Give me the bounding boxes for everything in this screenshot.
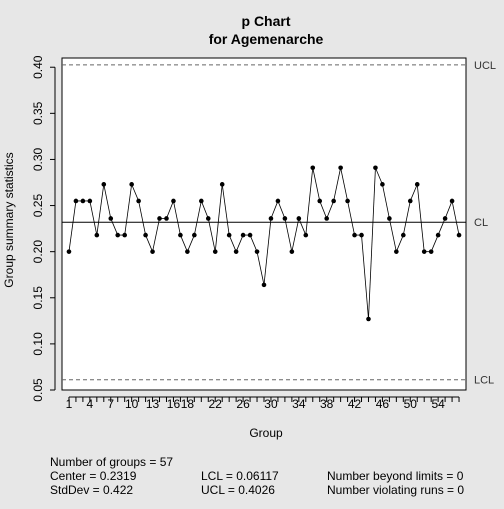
x-tick-label: 4 bbox=[87, 397, 94, 411]
data-point bbox=[143, 233, 148, 238]
data-point bbox=[129, 182, 134, 187]
data-point bbox=[115, 233, 120, 238]
data-point bbox=[157, 216, 162, 221]
data-point bbox=[408, 199, 413, 204]
y-tick-label: 0.05 bbox=[31, 378, 45, 402]
data-point bbox=[317, 199, 322, 204]
data-point bbox=[185, 249, 190, 254]
data-point bbox=[95, 233, 100, 238]
y-tick-label: 0.10 bbox=[31, 332, 45, 356]
stat-center: Center = 0.2319 bbox=[50, 470, 136, 483]
data-point bbox=[422, 249, 427, 254]
lcl-label: LCL bbox=[474, 375, 494, 387]
x-tick-label: 50 bbox=[404, 397, 418, 411]
chart-subtitle: for Agemenarche bbox=[209, 31, 324, 47]
data-point bbox=[136, 199, 141, 204]
stat-beyond-limits: Number beyond limits = 0 bbox=[327, 470, 463, 483]
data-point bbox=[415, 182, 420, 187]
x-tick-label: 10 bbox=[125, 397, 139, 411]
data-point bbox=[394, 249, 399, 254]
x-tick-label: 1 bbox=[66, 397, 73, 411]
x-tick-label: 13 bbox=[146, 397, 160, 411]
data-point bbox=[88, 199, 93, 204]
data-point bbox=[297, 216, 302, 221]
data-point bbox=[345, 199, 350, 204]
ucl-label: UCL bbox=[474, 60, 496, 72]
data-point bbox=[450, 199, 455, 204]
data-point bbox=[199, 199, 204, 204]
y-tick-label: 0.15 bbox=[31, 286, 45, 310]
data-point bbox=[171, 199, 176, 204]
data-point bbox=[457, 233, 462, 238]
stat-lcl: LCL = 0.06117 bbox=[201, 470, 279, 483]
data-point bbox=[122, 233, 127, 238]
x-tick-label: 18 bbox=[181, 397, 195, 411]
y-tick-label: 0.20 bbox=[31, 240, 45, 264]
stat-stddev: StdDev = 0.422 bbox=[50, 484, 133, 497]
data-point bbox=[234, 249, 239, 254]
data-point bbox=[220, 182, 225, 187]
data-point bbox=[331, 199, 336, 204]
y-axis-label: Group summary statistics bbox=[2, 152, 16, 287]
x-tick-label: 16 bbox=[167, 397, 181, 411]
y-axis: 0.05 0.10 0.15 0.20 0.25 0.30 0.35 0.40 bbox=[31, 55, 55, 401]
x-tick-label: 34 bbox=[292, 397, 306, 411]
x-axis: 1 4 7 10 13 16 18 22 26 30 34 38 42 46 50 54 bbox=[66, 397, 459, 411]
stat-violating-runs: Number violating runs = 0 bbox=[327, 484, 464, 497]
data-point bbox=[359, 233, 364, 238]
data-point bbox=[67, 249, 72, 254]
data-point bbox=[387, 216, 392, 221]
data-point bbox=[401, 233, 406, 238]
data-point bbox=[429, 249, 434, 254]
data-point bbox=[81, 199, 86, 204]
data-point bbox=[213, 249, 218, 254]
y-tick-label: 0.30 bbox=[31, 147, 45, 171]
x-tick-label: 7 bbox=[107, 397, 114, 411]
data-point bbox=[164, 216, 169, 221]
data-point bbox=[101, 182, 106, 187]
data-point bbox=[192, 233, 197, 238]
data-point bbox=[290, 249, 295, 254]
x-tick-label: 54 bbox=[431, 397, 445, 411]
x-tick-label: 38 bbox=[320, 397, 334, 411]
data-point bbox=[178, 233, 183, 238]
data-point bbox=[338, 165, 343, 170]
data-point bbox=[150, 249, 155, 254]
x-tick-label: 30 bbox=[264, 397, 278, 411]
data-point bbox=[324, 216, 329, 221]
data-point bbox=[241, 233, 246, 238]
data-point bbox=[366, 317, 371, 322]
x-tick-label: 22 bbox=[209, 397, 223, 411]
data-point bbox=[436, 233, 441, 238]
y-tick-label: 0.40 bbox=[31, 55, 45, 79]
data-point bbox=[276, 199, 281, 204]
data-point bbox=[248, 233, 253, 238]
data-point bbox=[380, 182, 385, 187]
x-tick-label: 26 bbox=[236, 397, 250, 411]
x-tick-label: 46 bbox=[376, 397, 390, 411]
data-point bbox=[352, 233, 357, 238]
data-point bbox=[74, 199, 79, 204]
data-point bbox=[108, 216, 113, 221]
y-tick-label: 0.35 bbox=[31, 101, 45, 125]
data-point bbox=[255, 249, 260, 254]
data-point bbox=[227, 233, 232, 238]
x-tick-label: 42 bbox=[348, 397, 362, 411]
data-point bbox=[443, 216, 448, 221]
data-point bbox=[283, 216, 288, 221]
data-point bbox=[303, 233, 308, 238]
data-point bbox=[310, 165, 315, 170]
cl-label: CL bbox=[474, 217, 488, 229]
x-axis-label: Group bbox=[249, 426, 283, 440]
y-tick-label: 0.25 bbox=[31, 194, 45, 218]
chart-title: p Chart bbox=[242, 13, 291, 29]
data-point bbox=[373, 165, 378, 170]
stat-ucl: UCL = 0.4026 bbox=[201, 484, 275, 497]
data-point bbox=[206, 216, 211, 221]
data-point bbox=[262, 283, 267, 288]
stat-number-of-groups: Number of groups = 57 bbox=[50, 456, 173, 469]
data-point bbox=[269, 216, 274, 221]
